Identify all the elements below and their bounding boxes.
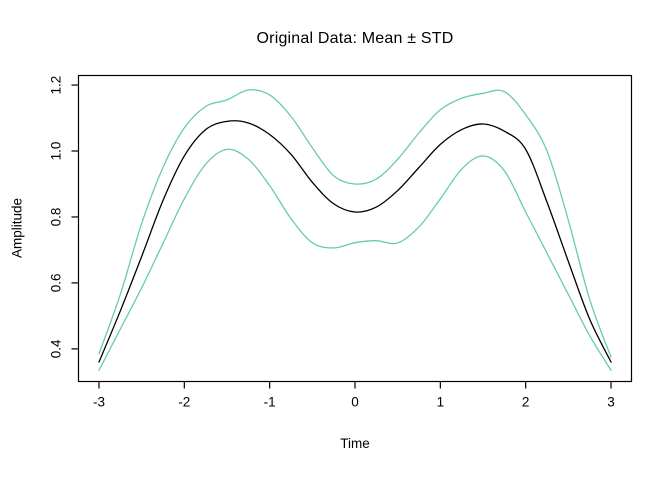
- x-tick-label: 1: [437, 395, 445, 410]
- x-tick-label: 2: [522, 395, 530, 410]
- mean-plus-std-line: [98, 89, 612, 358]
- y-tick-label: 0.8: [49, 208, 64, 227]
- x-axis-label: Time: [340, 436, 370, 451]
- x-tick-label: -1: [264, 395, 276, 410]
- plot-border: [77, 74, 633, 383]
- y-tick-label: 1.0: [49, 142, 64, 161]
- x-tick-label: 3: [607, 395, 615, 410]
- x-tick-label: -2: [178, 395, 190, 410]
- x-tick-label: -3: [93, 395, 105, 410]
- y-axis-label: Amplitude: [9, 197, 25, 259]
- y-tick-label: 0.4: [49, 339, 64, 358]
- y-tick-label: 1.2: [49, 76, 64, 95]
- mean-line: [98, 120, 612, 363]
- chart-title: Original Data: Mean ± STD: [256, 30, 454, 47]
- y-tick-label: 0.6: [49, 274, 64, 293]
- mean-minus-std-line: [98, 148, 612, 371]
- x-tick-label: 0: [351, 395, 359, 410]
